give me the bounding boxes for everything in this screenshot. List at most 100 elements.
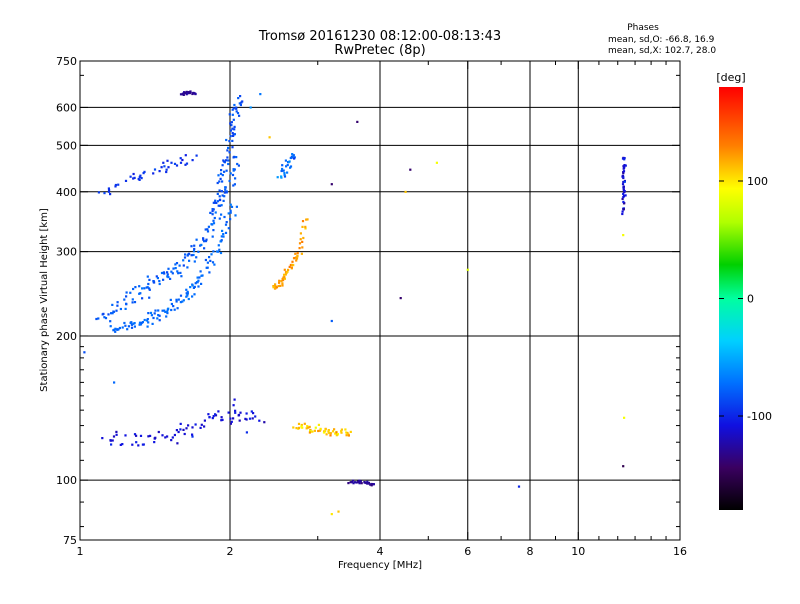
echo-point <box>214 413 217 416</box>
echo-point <box>109 193 112 196</box>
echo-point <box>357 481 360 484</box>
echo-point <box>224 188 227 191</box>
echo-point <box>203 419 206 422</box>
echo-point <box>319 427 322 430</box>
echo-point <box>211 235 214 238</box>
echo-point <box>231 113 234 116</box>
echo-point <box>114 183 117 187</box>
echo-point <box>250 410 253 413</box>
echo-point <box>227 162 230 166</box>
echo-point <box>166 310 169 313</box>
isolated-echo-point <box>517 485 521 488</box>
echo-point <box>107 187 110 190</box>
echo-point <box>197 250 200 253</box>
echo-point <box>622 192 625 195</box>
echo-point <box>324 430 327 433</box>
echo-point <box>622 170 626 173</box>
echo-point <box>124 434 127 437</box>
echo-point <box>103 316 106 319</box>
echo-point <box>167 166 170 169</box>
echo-point <box>317 429 320 433</box>
isolated-echo-point <box>622 465 625 468</box>
echo-point <box>238 419 241 422</box>
echo-point <box>133 176 136 179</box>
echo-point <box>228 113 231 116</box>
echo-point <box>138 175 141 179</box>
echo-point <box>621 210 624 213</box>
echo-point <box>345 431 348 434</box>
echo-point <box>175 262 179 265</box>
echo-point <box>232 133 235 136</box>
echo-point <box>275 286 278 289</box>
echo-point <box>123 321 126 325</box>
isolated-echo-point <box>622 234 625 237</box>
echo-point <box>115 433 118 436</box>
echo-point <box>218 217 221 220</box>
echo-point <box>163 165 166 168</box>
echo-point <box>185 292 188 295</box>
echo-point <box>208 271 211 274</box>
echo-point <box>115 328 118 331</box>
echo-point <box>281 164 284 167</box>
echo-point <box>235 156 238 159</box>
echo-point <box>143 318 146 322</box>
echo-point <box>148 287 151 290</box>
echo-point <box>124 307 127 310</box>
echo-point <box>221 164 224 167</box>
echo-point <box>235 205 238 208</box>
echo-point <box>205 266 208 269</box>
echo-point <box>185 162 189 165</box>
echo-point <box>308 431 311 434</box>
echo-point <box>280 280 283 283</box>
echo-point <box>232 169 235 172</box>
echo-point <box>167 276 170 279</box>
echo-point <box>194 282 197 285</box>
echo-point <box>195 238 198 241</box>
echo-point <box>217 204 220 207</box>
echo-point <box>143 170 146 173</box>
echo-point <box>126 328 129 331</box>
echo-point <box>211 210 214 213</box>
echo-point <box>232 134 235 137</box>
echo-point <box>340 430 343 433</box>
phases-mean-o: mean, sd,O: -66.8, 16.9 <box>608 35 715 45</box>
echo-point <box>219 251 223 255</box>
echo-point <box>239 103 242 107</box>
isolated-echo-point <box>330 319 333 323</box>
echo-point <box>179 294 183 297</box>
echo-point <box>131 301 134 304</box>
echo-point <box>160 271 164 275</box>
echo-point <box>204 228 207 231</box>
echo-point <box>158 170 161 173</box>
y-tick-label: 400 <box>56 186 77 199</box>
echo-point <box>101 313 104 316</box>
echo-point <box>299 232 302 235</box>
echo-point <box>299 238 302 241</box>
echo-point <box>621 212 624 216</box>
echo-point <box>289 263 292 267</box>
echo-point <box>295 427 298 430</box>
echo-point <box>179 157 182 160</box>
echo-point <box>217 174 220 177</box>
echo-point <box>161 309 164 312</box>
echo-point <box>233 183 236 186</box>
echo-point <box>178 264 181 267</box>
echo-point <box>283 273 286 276</box>
echo-point <box>272 286 275 289</box>
echo-point <box>224 231 228 234</box>
echo-point <box>107 313 110 316</box>
echo-point <box>292 154 295 157</box>
echo-point <box>308 425 311 428</box>
echo-point <box>238 114 241 117</box>
echo-point <box>214 199 217 202</box>
echo-point <box>172 305 175 308</box>
echo-point <box>158 319 161 322</box>
echo-point <box>179 93 183 96</box>
echo-point <box>204 258 207 262</box>
echo-point <box>121 443 124 446</box>
isolated-echo-point <box>623 416 626 419</box>
echo-point <box>218 204 222 207</box>
echo-point <box>130 326 134 329</box>
chart-subtitle: RwPretec (8p) <box>334 43 425 58</box>
echo-point <box>203 425 206 428</box>
